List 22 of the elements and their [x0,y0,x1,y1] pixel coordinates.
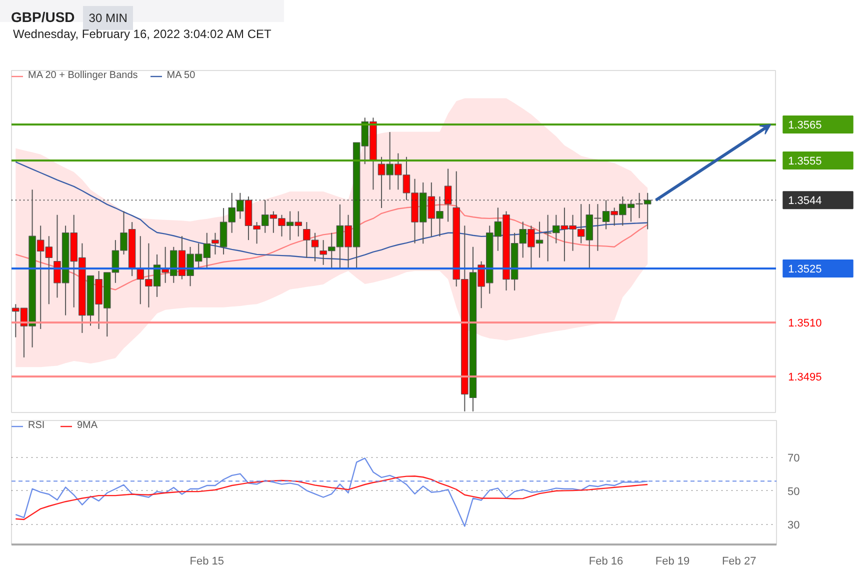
x-tick-label: Feb 19 [655,556,690,568]
chart-title: GBP/USD [11,9,75,25]
legend-label: MA 50 [166,70,196,81]
legend-label: 9MA [77,420,98,431]
ref-line-label: 1.3544 [788,195,822,208]
ref-line-label: 1.3525 [788,264,822,276]
y-tick-label: 30 [788,519,800,532]
line-series [15,476,648,520]
ref-line-label: 1.3555 [788,156,822,168]
y-tick-label: 70 [788,452,800,464]
x-tick-label: Feb 15 [190,556,224,568]
legend-label: MA 20 + Bollinger Bands [28,70,138,81]
chart-subtitle: 30 MIN [88,11,128,25]
x-tick-label: Feb 27 [722,556,756,568]
ref-line-label: 1.3495 [788,372,822,384]
x-tick-label: Feb 16 [588,556,624,568]
ref-line-label: 1.3565 [788,120,822,132]
y-tick-label: 50 [788,486,800,498]
legend-label: RSI [28,420,46,431]
text: Wednesday, February 16, 2022 3:04:02 AM CET [13,27,272,41]
ref-line-label: 1.3510 [788,318,822,330]
candlestick [444,168,452,222]
